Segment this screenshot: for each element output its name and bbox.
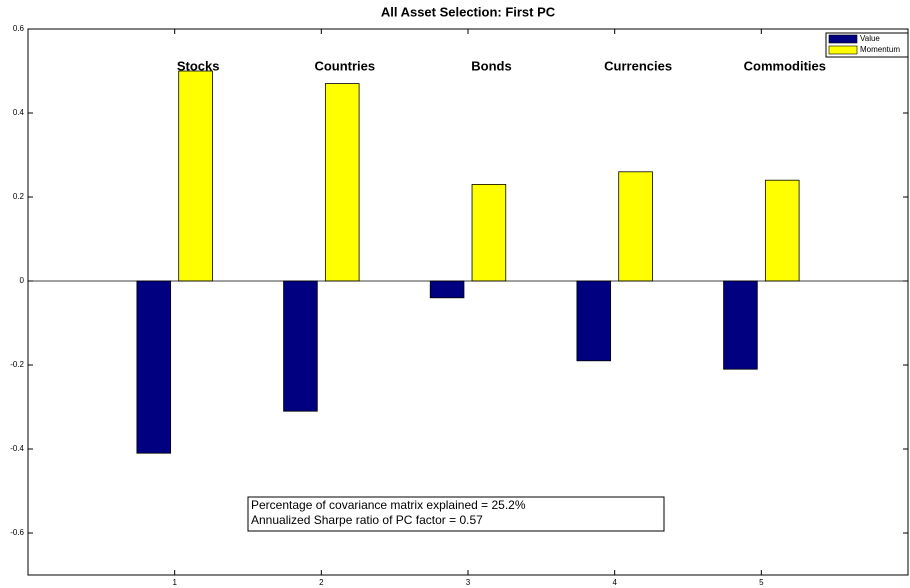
bar — [324, 83, 360, 282]
group-label: Commodities — [744, 58, 826, 73]
group-label: Currencies — [604, 58, 672, 73]
y-tick-label: -0.6 — [10, 528, 24, 537]
group-label: Countries — [314, 58, 375, 73]
bar — [764, 179, 800, 282]
legend-swatch — [828, 45, 858, 55]
x-tick-label: 3 — [466, 578, 471, 587]
bar — [178, 70, 213, 282]
y-tick-label: 0.4 — [13, 108, 25, 117]
legend-label: Momentum — [860, 45, 900, 54]
bar — [283, 280, 318, 412]
y-tick-label: -0.2 — [10, 360, 24, 369]
legend-label: Value — [860, 34, 880, 43]
x-tick-label: 1 — [172, 578, 177, 587]
y-tick-label: 0 — [20, 276, 25, 285]
bar — [618, 171, 653, 282]
bar — [576, 280, 612, 362]
group-label: Stocks — [177, 58, 220, 73]
annotation: Annualized Sharpe ratio of PC factor = 0… — [251, 513, 483, 527]
legend-swatch — [828, 34, 858, 44]
y-tick-label: 0.2 — [13, 192, 25, 201]
bar — [723, 280, 758, 370]
annotation-box — [247, 496, 665, 532]
plot-area — [27, 28, 909, 576]
x-tick-label: 2 — [319, 578, 324, 587]
chart-title: All Asset Selection: First PC — [381, 4, 556, 19]
annotation: Percentage of covariance matrix explaine… — [251, 498, 526, 512]
bar — [471, 183, 507, 282]
bar — [136, 280, 172, 454]
x-tick-label: 5 — [759, 578, 764, 587]
group-label: Bonds — [471, 58, 511, 73]
x-tick-label: 4 — [612, 578, 617, 587]
bar — [429, 280, 465, 299]
y-tick-label: -0.4 — [10, 444, 24, 453]
y-tick-label: 0.6 — [13, 24, 25, 33]
